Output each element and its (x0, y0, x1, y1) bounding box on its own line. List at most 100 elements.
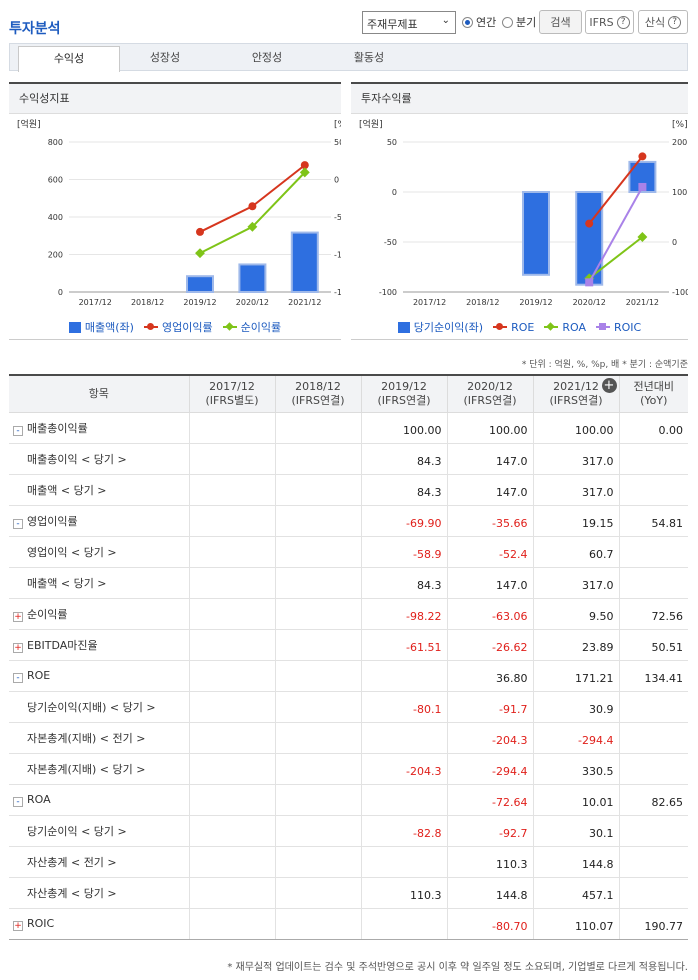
cell-value: 54.81 (618, 505, 688, 537)
tab-growth[interactable]: 성장성 (114, 44, 216, 72)
collapse-icon[interactable]: - (13, 518, 23, 529)
expand-icon[interactable]: + (13, 611, 23, 622)
tab-stability[interactable]: 안정성 (216, 44, 318, 72)
left-tick-label: -50 (384, 238, 397, 247)
row-label: 당기순이익(지배) < 당기 > (9, 691, 189, 723)
cell-value (274, 722, 361, 754)
row-label[interactable]: - ROA (9, 784, 189, 816)
expand-icon[interactable]: + (13, 920, 23, 931)
legend-label: ROE (511, 320, 535, 334)
ifrs-label: IFRS (589, 15, 614, 29)
series-line (199, 171, 306, 255)
cell-value (274, 877, 361, 909)
tab-profitability[interactable]: 수익성 (18, 46, 120, 72)
legend-item[interactable]: 매출액(좌) (68, 319, 134, 335)
cell-value (274, 598, 361, 630)
cell-value: 147.0 (446, 474, 533, 506)
row-label[interactable]: - ROE (9, 660, 189, 692)
row-label[interactable]: + ROIC (9, 908, 189, 940)
radio-on-icon (462, 16, 473, 28)
cell-value (188, 629, 275, 661)
expand-icon[interactable]: + (13, 642, 23, 653)
data-point (300, 161, 309, 170)
row-label-text: 당기순이익(지배) < 당기 > (27, 700, 156, 714)
legend-item[interactable]: 순이익률 (222, 319, 281, 335)
radio-quarter[interactable]: 분기 (502, 14, 536, 30)
cell-value: -91.7 (446, 691, 533, 723)
legend-label: 영업이익률 (161, 321, 213, 334)
formula-help-button[interactable]: 산식 ? (638, 10, 688, 34)
help-icon: ? (616, 15, 630, 29)
legend-item[interactable]: 영업이익률 (143, 319, 213, 335)
legend-item[interactable]: ROE (493, 319, 534, 335)
left-tick-label: 50 (387, 138, 397, 147)
collapse-icon[interactable]: - (13, 796, 23, 807)
cell-value: 0.00 (618, 412, 688, 444)
col-header-2017: 2017/12 (IFRS별도) (188, 375, 276, 413)
cell-value (274, 443, 361, 475)
row-label-text: 순이익률 (27, 607, 68, 621)
collapse-icon[interactable]: - (13, 425, 23, 436)
cell-value: -98.22 (360, 598, 447, 630)
row-label-text: EBITDA마진율 (27, 638, 98, 652)
cell-value (274, 846, 361, 878)
cell-value: -52.4 (446, 536, 533, 568)
x-tick-label: 2020/12 (236, 298, 269, 305)
cell-value (274, 536, 361, 568)
cell-value (274, 908, 361, 940)
col-year: 2018/12 (295, 379, 341, 393)
cell-value: 330.5 (532, 753, 619, 785)
bar (238, 263, 267, 293)
chart-title: 수익성지표 (9, 84, 341, 114)
cell-value: -82.8 (360, 815, 447, 847)
table-row: - ROA -72.64 10.01 82.65 (9, 784, 688, 816)
collapse-icon[interactable]: - (13, 672, 23, 683)
radio-annual-label: 연간 (476, 16, 497, 29)
cell-value (188, 691, 275, 723)
tab-activity[interactable]: 활동성 (318, 44, 420, 72)
row-label[interactable]: + EBITDA마진율 (9, 629, 189, 661)
profitability-chart-panel: 수익성지표 [억원] [%] 800 600 400 200 0 50 0 -50 -100 -150… (9, 82, 341, 340)
cell-value (274, 753, 361, 785)
col-basis: (IFRS연결) (549, 393, 603, 407)
col-basis: (IFRS별도) (205, 393, 259, 407)
col-year: 2021/12 (553, 379, 599, 393)
cell-value: 190.77 (618, 908, 688, 940)
legend-item[interactable]: ROIC (595, 319, 641, 335)
return-chart-panel: 투자수익률 [억원] [%] 50 0 -50 -100 200 100 0 -100 2017/1… (351, 82, 688, 340)
radio-annual[interactable]: 연간 (462, 14, 496, 30)
cell-value: 30.9 (532, 691, 619, 723)
cell-value (188, 536, 275, 568)
ifrs-help-button[interactable]: IFRS ? (585, 10, 634, 34)
series-line (588, 236, 644, 280)
table-row: 자본총계(지배) < 전기 > -204.3 -294.4 (9, 722, 688, 754)
row-label[interactable]: - 매출총이익률 (9, 412, 189, 444)
left-tick-label: 200 (48, 251, 63, 260)
statement-select[interactable]: 주재무제표 ⌄ (362, 11, 456, 34)
cell-value: 50.51 (618, 629, 688, 661)
cell-value (188, 908, 275, 940)
cell-value: 84.3 (360, 443, 447, 475)
cell-value (188, 815, 275, 847)
x-tick-label: 2017/12 (79, 298, 112, 305)
legend-item[interactable]: 당기순이익(좌) (397, 319, 483, 335)
row-label[interactable]: + 순이익률 (9, 598, 189, 630)
cell-value (274, 691, 361, 723)
table-row: + EBITDA마진율 -61.51 -26.62 23.89 50.51 (9, 629, 688, 661)
legend-item[interactable]: ROA (544, 319, 586, 335)
add-column-icon[interactable]: + (601, 378, 617, 393)
cell-value: 60.7 (532, 536, 619, 568)
return-chart: [억원] [%] 50 0 -50 -100 200 100 0 -100 2017/12 2018/… (359, 118, 688, 305)
left-tick-label: 400 (48, 213, 63, 222)
x-tick-label: 2020/12 (573, 298, 606, 305)
row-label-text: 자본총계(지배) < 당기 > (27, 762, 146, 776)
cell-value: -80.1 (360, 691, 447, 723)
left-tick-label: 0 (392, 188, 397, 197)
chart-legend: 당기순이익(좌) ROE ROA ROIC (351, 319, 688, 335)
cell-value (188, 412, 275, 444)
cell-value: -294.4 (446, 753, 533, 785)
row-label[interactable]: - 영업이익률 (9, 505, 189, 537)
search-button[interactable]: 검색 (539, 10, 582, 34)
col-year: 2020/12 (467, 379, 513, 393)
left-axis-unit: [억원] (17, 118, 41, 130)
